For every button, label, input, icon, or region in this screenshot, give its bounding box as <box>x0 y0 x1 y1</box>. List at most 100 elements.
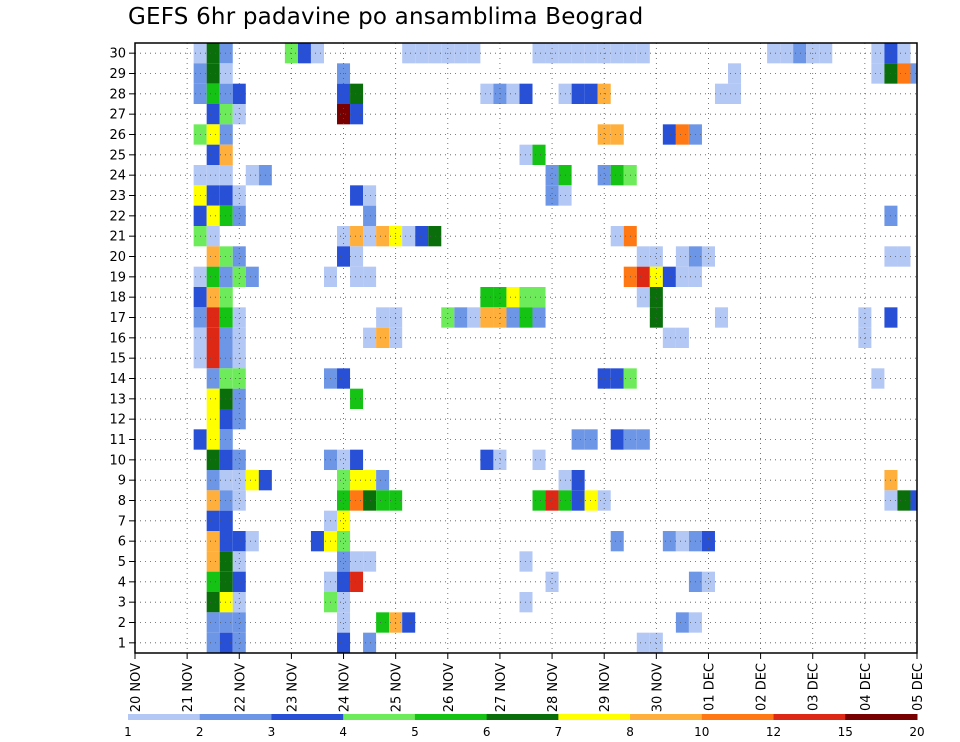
heatmap-cell-m3-t16 <box>337 592 351 613</box>
colorbar-label: 8 <box>626 725 634 739</box>
y-tick-label: 2 <box>118 616 126 631</box>
colorbar-segment <box>271 714 344 720</box>
heatmap-cell-m28-t29 <box>506 83 520 104</box>
colorbar-label: 2 <box>196 725 204 739</box>
heatmap-cell-m10-t8 <box>232 449 246 470</box>
heatmap-cell-m28-t35 <box>584 83 598 104</box>
heatmap-cell-m19-t7 <box>219 266 233 287</box>
heatmap-cell-m14-t7 <box>219 368 233 389</box>
y-tick-label: 13 <box>109 392 126 407</box>
heatmap-cell-m24-t6 <box>206 165 220 186</box>
heatmap-cell-m8-t17 <box>350 490 364 511</box>
heatmap-cell-m7-t16 <box>337 510 351 531</box>
heatmap-cell-m13-t6 <box>206 388 220 409</box>
heatmap-cell-m19-t8 <box>232 266 246 287</box>
chart-title: GEFS 6hr padavine po ansamblima Beograd <box>128 4 644 30</box>
heatmap-cell-m10-t28 <box>493 449 507 470</box>
x-tick-label: 22 NOV <box>233 663 248 712</box>
heatmap-cell-m5-t16 <box>337 551 351 572</box>
x-tick-label: 27 NOV <box>494 663 509 712</box>
heatmap-cell-m8-t34 <box>571 490 585 511</box>
heatmap-cell-m15-t7 <box>219 348 233 369</box>
heatmap-cell-m30-t14 <box>310 43 324 64</box>
colorbar-label: 12 <box>766 725 781 739</box>
heatmap-cell-m17-t40 <box>649 307 663 328</box>
heatmap-cell-m10-t16 <box>337 449 351 470</box>
heatmap-cell-m9-t34 <box>571 470 585 491</box>
heatmap-cell-m5-t17 <box>350 551 364 572</box>
heatmap-cell-m18-t28 <box>493 287 507 308</box>
heatmap-cell-m17-t29 <box>506 307 520 328</box>
heatmap-cell-m17-t56 <box>858 307 872 328</box>
heatmap-cell-m21-t18 <box>363 226 377 247</box>
heatmap-cell-m20-t8 <box>232 246 246 267</box>
heatmap-cell-m28-t45 <box>714 83 729 104</box>
heatmap-cell-m1-t39 <box>636 632 650 653</box>
heatmap-cell-m8-t36 <box>597 490 611 511</box>
y-tick-label: 22 <box>109 209 126 224</box>
y-tick-label: 9 <box>118 474 126 489</box>
heatmap-cell-m16-t18 <box>363 327 377 348</box>
heatmap-cell-m27-t17 <box>350 104 364 125</box>
grid-lines <box>135 43 917 653</box>
heatmap-cell-m26-t41 <box>662 124 676 145</box>
x-tick-label: 21 NOV <box>181 663 196 712</box>
y-tick-label: 7 <box>118 514 126 529</box>
heatmap-cell-m6-t44 <box>701 531 715 552</box>
heatmap-cell-m23-t7 <box>219 185 233 206</box>
x-tick-label: 02 DEC <box>755 663 770 711</box>
heatmap-cell-m11-t39 <box>636 429 650 450</box>
y-tick-label: 17 <box>109 311 126 326</box>
x-tick-label: 24 NOV <box>338 663 353 712</box>
heatmap-cell-m1-t18 <box>363 632 377 653</box>
heatmap-cell-m29-t59 <box>897 63 911 84</box>
x-tick-label: 25 NOV <box>390 663 405 712</box>
heatmap-cell-m9-t8 <box>232 470 246 491</box>
heatmap-cell-m14-t37 <box>610 368 624 389</box>
y-tick-label: 8 <box>118 494 126 509</box>
heatmap-cell-m2-t19 <box>376 612 390 633</box>
heatmap-cell-m4-t32 <box>545 571 559 592</box>
y-tick-label: 28 <box>109 87 126 102</box>
y-tick-label: 24 <box>109 169 126 184</box>
heatmap-cell-m5-t7 <box>219 551 233 572</box>
heatmap-cell-m21-t22 <box>415 226 429 247</box>
heatmap-cell-m30-t31 <box>532 43 546 64</box>
heatmap-cell-m9-t18 <box>363 470 377 491</box>
heatmap-cell-m11-t35 <box>584 429 598 450</box>
heatmap-cell-m21-t6 <box>206 226 220 247</box>
heatmap-cell-m11-t7 <box>219 429 233 450</box>
x-tick-label: 23 NOV <box>285 663 300 712</box>
colorbar-label: 15 <box>838 725 853 739</box>
colorbar-label: 5 <box>411 725 419 739</box>
heatmap-cell-m1-t7 <box>219 632 233 653</box>
y-tick-label: 21 <box>109 230 126 245</box>
heatmap-cell-m18-t6 <box>206 287 220 308</box>
heatmap-cell-m2-t8 <box>232 612 246 633</box>
colorbar-segment <box>199 714 272 720</box>
heatmap-cell-m8-t32 <box>545 490 559 511</box>
heatmap-cell-m8-t31 <box>532 490 546 511</box>
y-tick-label: 20 <box>109 250 126 265</box>
heatmap-cell-m30-t57 <box>871 43 885 64</box>
y-tick-label: 11 <box>109 433 126 448</box>
y-tick-label: 29 <box>109 67 126 82</box>
heatmap-cell-m20-t16 <box>337 246 351 267</box>
y-tick-label: 27 <box>109 108 126 123</box>
heatmap-cell-m19-t17 <box>350 266 364 287</box>
heatmap-cell-m30-t39 <box>636 43 650 64</box>
heatmap-cell-m16-t6 <box>206 327 220 348</box>
heatmap-cell-m29-t60 <box>910 63 917 84</box>
heatmap-cell-m19-t39 <box>636 266 650 287</box>
heatmap-cell-m17-t19 <box>376 307 390 328</box>
heatmap-cell-m24-t32 <box>545 165 559 186</box>
heatmap-cell-m1-t40 <box>649 632 663 653</box>
heatmap-cell-m4-t16 <box>337 571 351 592</box>
heatmap-cell-m28-t34 <box>571 83 585 104</box>
y-tick-label: 5 <box>118 555 126 570</box>
heatmap-cell-m2-t7 <box>219 612 233 633</box>
heatmap-cell-m19-t41 <box>662 266 676 287</box>
heatmap-cell-m30-t7 <box>219 43 233 64</box>
heatmap-cell-m3-t6 <box>206 592 220 613</box>
heatmap-cell-m1-t6 <box>206 632 220 653</box>
